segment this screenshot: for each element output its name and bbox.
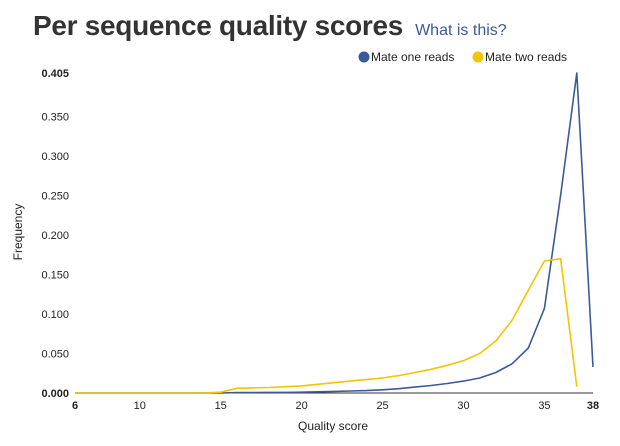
legend-label: Mate two reads (485, 50, 567, 64)
y-tick-label: 0.100 (41, 309, 69, 321)
chart-legend[interactable]: Mate one reads Mate two reads (358, 50, 568, 64)
y-tick-label: 0.150 (41, 269, 69, 281)
series-line-mate-one (75, 72, 594, 394)
x-tick-label: 15 (215, 400, 227, 412)
x-tick-label: 35 (538, 400, 550, 412)
chart-axes: 0.000 0.050 0.100 0.150 0.200 0.250 0.300 0.350… (41, 68, 599, 412)
legend-marker (472, 51, 484, 63)
x-tick-label: 10 (134, 400, 146, 412)
y-tick-label: 0.200 (41, 230, 69, 242)
x-tick-label: 6 (72, 400, 78, 412)
y-tick-label: 0.350 (41, 111, 69, 123)
legend-item[interactable]: Mate one reads (358, 50, 455, 64)
x-tick-label: 38 (587, 400, 599, 412)
chart-header: Per sequence quality scores What is this… (33, 10, 507, 42)
y-axis-label: Frequency (11, 204, 25, 261)
legend-label: Mate one reads (371, 50, 454, 64)
y-tick-label: 0.000 (41, 388, 69, 400)
x-tick-label: 25 (376, 400, 388, 412)
x-tick-label: 30 (457, 400, 469, 412)
x-tick-label: 20 (296, 400, 308, 412)
legend-item[interactable]: Mate two reads (472, 50, 568, 64)
page-title: Per sequence quality scores (33, 10, 404, 41)
legend-marker (358, 51, 370, 63)
chart-plot-area (75, 72, 594, 394)
y-tick-label: 0.300 (41, 151, 69, 163)
series-line-mate-two (75, 257, 578, 394)
help-link[interactable]: What is this? (415, 22, 507, 39)
x-axis-label: Quality score (298, 419, 368, 433)
y-tick-label: 0.050 (41, 348, 69, 360)
y-tick-label: 0.405 (41, 68, 69, 80)
y-tick-label: 0.250 (41, 190, 69, 202)
